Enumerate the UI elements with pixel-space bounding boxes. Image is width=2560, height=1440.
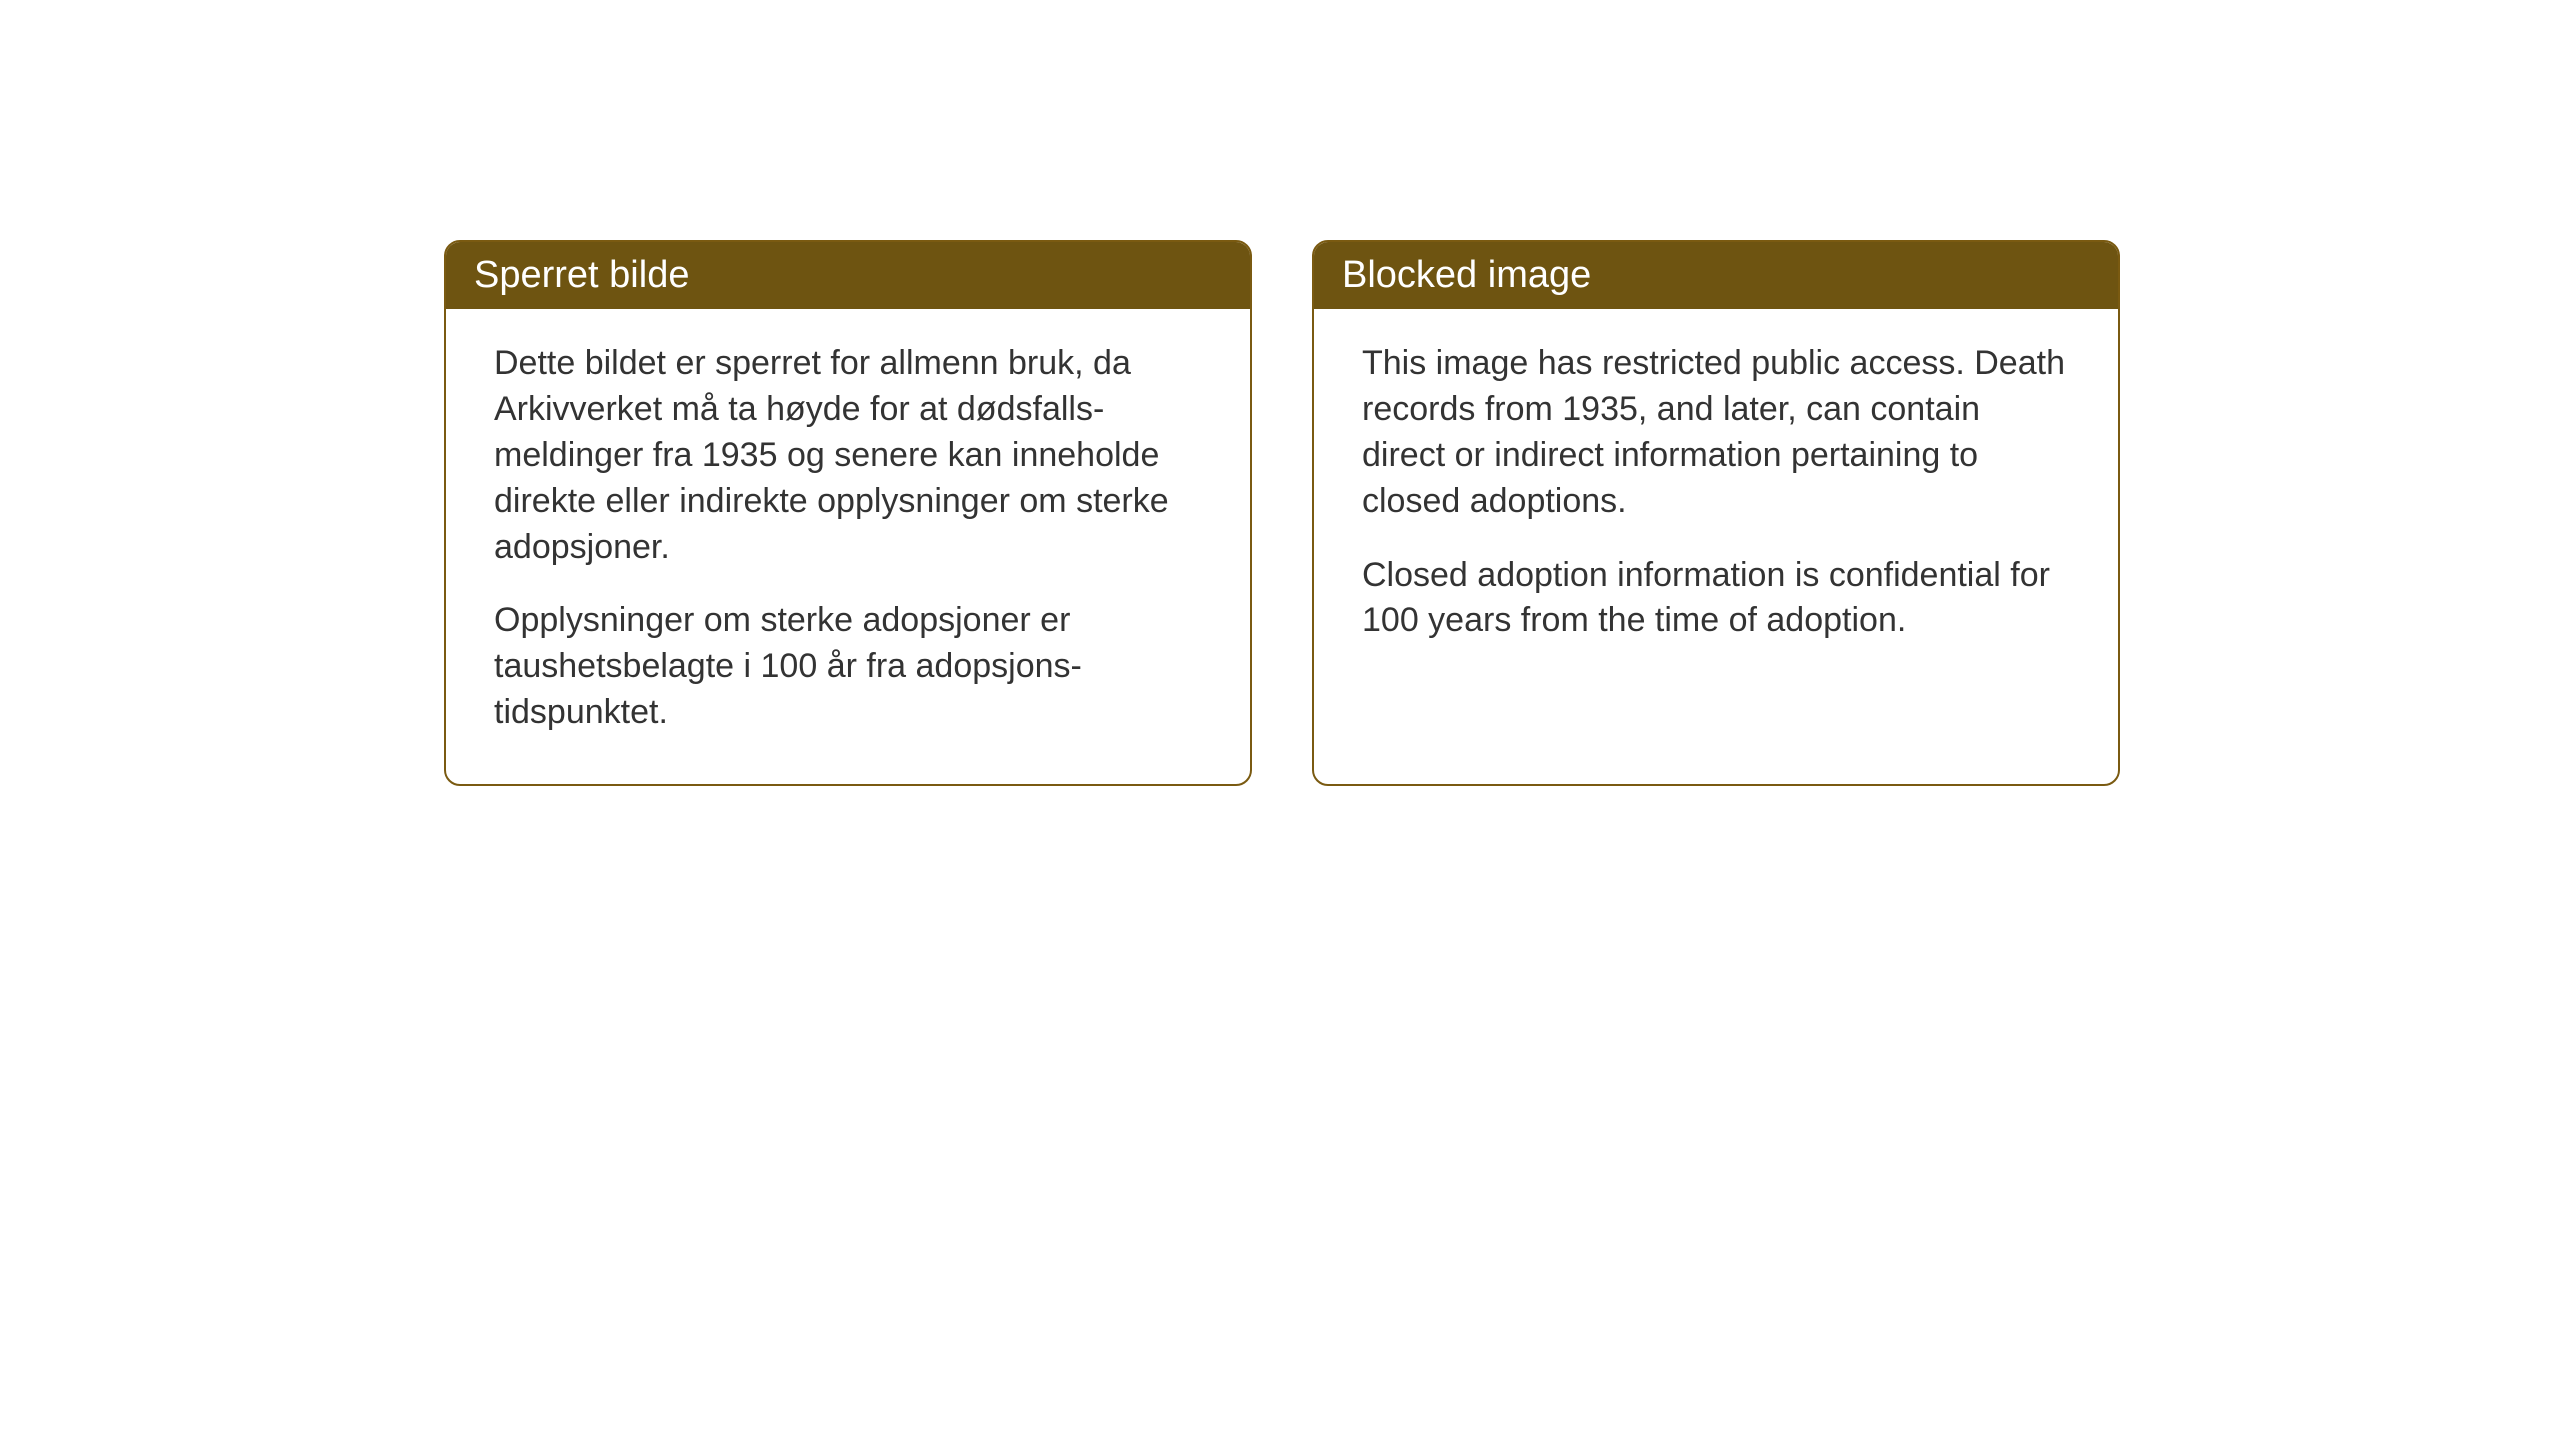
notice-paragraph: Closed adoption information is confident…	[1362, 553, 2070, 645]
card-header-norwegian: Sperret bilde	[446, 242, 1250, 309]
card-body-english: This image has restricted public access.…	[1314, 309, 2118, 692]
card-title: Blocked image	[1342, 254, 1591, 296]
notice-card-english: Blocked image This image has restricted …	[1312, 240, 2120, 786]
card-body-norwegian: Dette bildet er sperret for allmenn bruk…	[446, 309, 1250, 784]
card-header-english: Blocked image	[1314, 242, 2118, 309]
notice-paragraph: This image has restricted public access.…	[1362, 341, 2070, 525]
notice-paragraph: Opplysninger om sterke adopsjoner er tau…	[494, 598, 1202, 736]
card-title: Sperret bilde	[474, 254, 689, 296]
notice-card-norwegian: Sperret bilde Dette bildet er sperret fo…	[444, 240, 1252, 786]
notice-container: Sperret bilde Dette bildet er sperret fo…	[444, 240, 2120, 786]
notice-paragraph: Dette bildet er sperret for allmenn bruk…	[494, 341, 1202, 570]
